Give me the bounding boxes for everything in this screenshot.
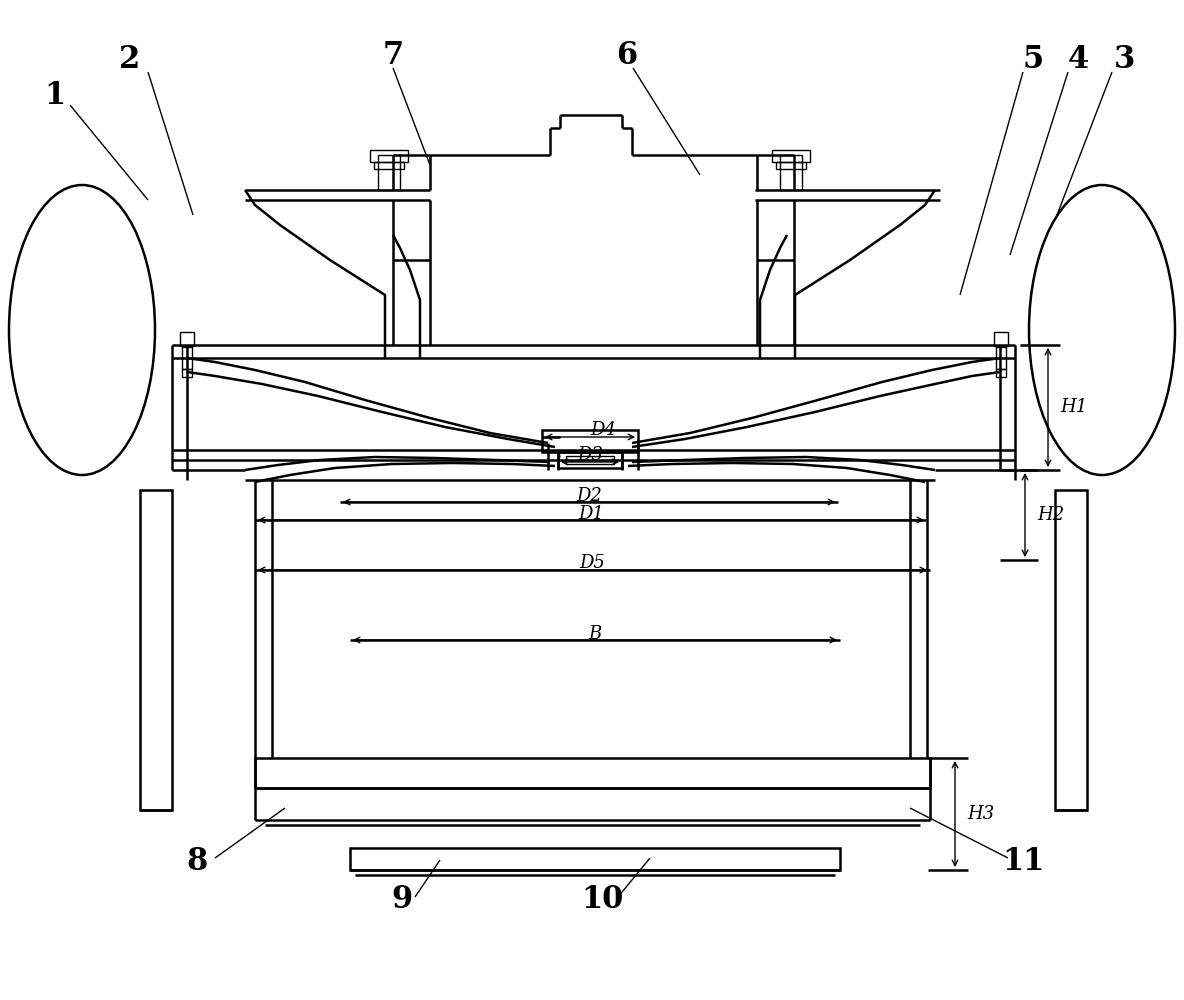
Text: 7: 7 [382,39,404,70]
Bar [255,758,929,788]
Text: D1: D1 [578,505,604,523]
Bar [558,452,622,468]
Bar [772,150,810,162]
Bar [995,332,1008,346]
Bar [374,162,404,169]
Bar [566,456,614,464]
Bar [776,162,806,169]
Text: 4: 4 [1067,44,1088,76]
Bar [378,155,400,190]
Text: D5: D5 [579,554,605,572]
Text: D4: D4 [590,421,616,439]
Text: 11: 11 [1002,846,1044,878]
Text: 9: 9 [392,884,412,916]
Bar [182,347,192,369]
Bar [996,347,1006,369]
Bar [542,430,638,452]
Text: 10: 10 [581,884,623,916]
Text: B: B [588,625,601,643]
Text: H3: H3 [967,805,995,823]
Bar [180,332,194,346]
Bar [350,848,839,870]
Bar [780,155,802,190]
Bar [1055,490,1087,810]
Text: 5: 5 [1023,44,1043,76]
Text: D2: D2 [577,487,601,505]
Bar [140,490,172,810]
Bar [996,369,1006,377]
Text: 3: 3 [1114,44,1135,76]
Text: 8: 8 [186,846,207,878]
Text: H2: H2 [1037,506,1064,524]
Text: H1: H1 [1060,398,1087,416]
Text: 1: 1 [45,80,65,110]
Bar [369,150,408,162]
Text: 6: 6 [617,39,637,70]
Text: D3: D3 [577,446,603,464]
Text: 2: 2 [120,44,141,76]
Bar [182,369,192,377]
